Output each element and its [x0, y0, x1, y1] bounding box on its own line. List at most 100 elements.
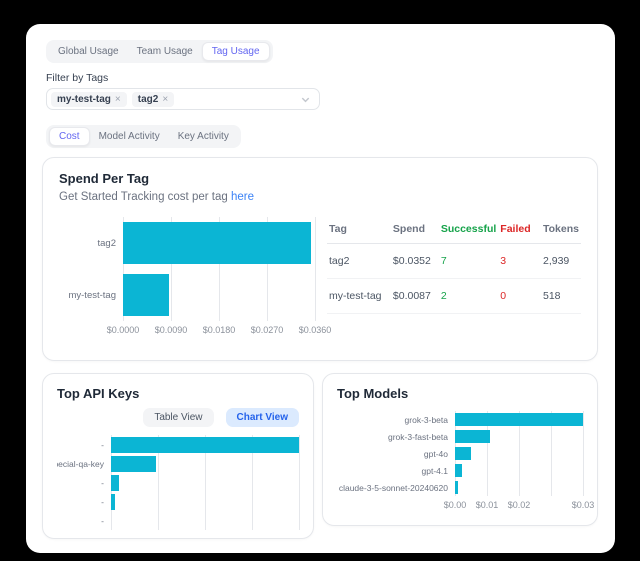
- top-api-keys-card: Top API Keys Table View Chart View - peci…: [42, 373, 314, 539]
- y-axis-label: -: [101, 477, 104, 488]
- chart-bar[interactable]: [111, 474, 120, 491]
- tab-key-activity[interactable]: Key Activity: [169, 127, 238, 146]
- x-tick-label: $0.0000: [106, 325, 140, 335]
- chart-bar-row: [123, 217, 315, 269]
- tab-cost[interactable]: Cost: [49, 127, 90, 146]
- table-row: tag2 $0.0352 7 3 2,939: [327, 243, 581, 279]
- tab-tag-usage[interactable]: Tag Usage: [201, 42, 270, 61]
- y-axis-label: grok-3-fast-beta: [388, 431, 448, 442]
- chart-bar-row: [111, 435, 299, 454]
- bottom-cards-row: Top API Keys Table View Chart View - peci…: [42, 373, 599, 539]
- remove-tag-icon[interactable]: ×: [114, 93, 121, 105]
- usage-tab-bar: Global Usage Team Usage Tag Usage: [46, 40, 273, 63]
- table-cell: tag2: [327, 243, 391, 279]
- y-axis-label: tag2: [97, 237, 117, 249]
- chart-bar[interactable]: [123, 222, 311, 264]
- x-tick-label: $0.0180: [202, 325, 236, 335]
- gridline: [583, 411, 584, 496]
- column-header: Tag: [327, 219, 391, 244]
- top-api-keys-chart: - pecial-qa-key - - -: [57, 435, 300, 530]
- chart-bar[interactable]: [455, 463, 463, 478]
- chart-bar[interactable]: [111, 493, 115, 510]
- chart-bar-row: [455, 479, 583, 496]
- view-tab-bar: Cost Model Activity Key Activity: [46, 125, 241, 148]
- gridline: [252, 435, 253, 530]
- chart-view-button[interactable]: Chart View: [225, 408, 299, 427]
- table-cell: $0.0352: [390, 243, 439, 279]
- chart-bar[interactable]: [455, 412, 583, 427]
- tab-team-usage[interactable]: Team Usage: [128, 42, 202, 61]
- spend-card-subtitle: Get Started Tracking cost per tag here: [59, 191, 581, 203]
- gridline: [551, 411, 552, 496]
- spend-card-body: tag2 my-test-tag $0.0000 $0.0090 $0.0180 $0.0…: [59, 217, 581, 336]
- api-keys-card-title: Top API Keys: [57, 386, 140, 401]
- here-link[interactable]: here: [230, 191, 254, 203]
- gridline: [158, 435, 159, 530]
- chart-bar-row: [455, 411, 583, 428]
- chart-bar[interactable]: [455, 429, 491, 444]
- chart-bar-row: [111, 473, 299, 492]
- column-header: Successful: [438, 219, 499, 244]
- filter-by-tags-label: Filter by Tags: [46, 72, 109, 84]
- table-cell: 518: [541, 278, 581, 314]
- chart-bar-row: [111, 454, 299, 473]
- chart-bar[interactable]: [455, 480, 458, 495]
- chart-bar[interactable]: [123, 274, 170, 316]
- spend-per-tag-chart: tag2 my-test-tag $0.0000 $0.0090 $0.0180 $0.0…: [59, 217, 331, 336]
- chart-bar-row: [455, 428, 583, 445]
- x-tick-label: $0.00: [443, 500, 467, 510]
- gridline: [267, 217, 268, 321]
- chart-bar[interactable]: [111, 455, 156, 472]
- x-tick-label: $0.0270: [250, 325, 284, 335]
- spend-per-tag-card: Spend Per Tag Get Started Tracking cost …: [42, 157, 598, 361]
- table-view-button[interactable]: Table View: [143, 408, 214, 427]
- chart-bar-row: [111, 511, 299, 530]
- chart-bar[interactable]: [111, 436, 299, 453]
- gridline: [205, 435, 206, 530]
- table-cell: 3: [498, 243, 541, 279]
- y-axis-label: gpt-4o: [423, 448, 448, 459]
- tag-spend-table: Tag Spend Successful Failed Tokens tag2 $0.035…: [327, 219, 581, 314]
- models-card-title: Top Models: [337, 386, 409, 401]
- table-row: my-test-tag $0.0087 2 0 518: [327, 278, 581, 314]
- gridline: [171, 217, 172, 321]
- table-cell: 2,939: [541, 243, 581, 279]
- tag-chip-label: my-test-tag: [57, 93, 111, 105]
- table-cell: 2: [438, 278, 499, 314]
- y-axis-label: -: [101, 515, 104, 526]
- x-tick-label: $0.0360: [298, 325, 332, 335]
- chart-bar-row: [111, 492, 299, 511]
- top-models-card: Top Models grok-3-beta grok-3-fast-beta gp…: [322, 373, 598, 526]
- gridline: [123, 217, 124, 321]
- y-axis-label: claude-3-5-sonnet-20240620: [338, 482, 448, 493]
- table-cell: $0.0087: [390, 278, 439, 314]
- tag-chip[interactable]: my-test-tag ×: [51, 91, 127, 107]
- subtitle-text: Get Started Tracking cost per tag: [59, 191, 231, 203]
- x-tick-label: $0.0090: [154, 325, 188, 335]
- tag-filter-select[interactable]: my-test-tag × tag2 ×: [46, 88, 320, 110]
- gridline: [519, 411, 520, 496]
- x-tick-label: $0.01: [475, 500, 499, 510]
- tab-global-usage[interactable]: Global Usage: [49, 42, 128, 61]
- spend-card-title: Spend Per Tag: [59, 171, 150, 186]
- y-axis-label: -: [101, 439, 104, 450]
- tab-model-activity[interactable]: Model Activity: [90, 127, 169, 146]
- column-header: Failed: [498, 219, 541, 244]
- gridline: [315, 217, 316, 321]
- y-axis-label: gpt-4.1: [421, 465, 448, 476]
- column-header: Tokens: [541, 219, 581, 244]
- remove-tag-icon[interactable]: ×: [162, 93, 169, 105]
- table-cell: my-test-tag: [327, 278, 391, 314]
- view-toggle: Table View Chart View: [57, 408, 299, 427]
- y-axis-label: grok-3-beta: [404, 414, 448, 425]
- chart-bar-row: [455, 445, 583, 462]
- table-cell: 0: [498, 278, 541, 314]
- chart-bar-row: [455, 462, 583, 479]
- column-header: Spend: [390, 219, 439, 244]
- y-axis-label: my-test-tag: [68, 289, 116, 301]
- tag-chip[interactable]: tag2 ×: [131, 91, 175, 107]
- y-axis-label: pecial-qa-key: [57, 458, 104, 469]
- chart-bar[interactable]: [455, 446, 472, 461]
- chevron-down-icon[interactable]: [300, 94, 311, 105]
- selected-tag-chips: my-test-tag × tag2 ×: [51, 91, 300, 107]
